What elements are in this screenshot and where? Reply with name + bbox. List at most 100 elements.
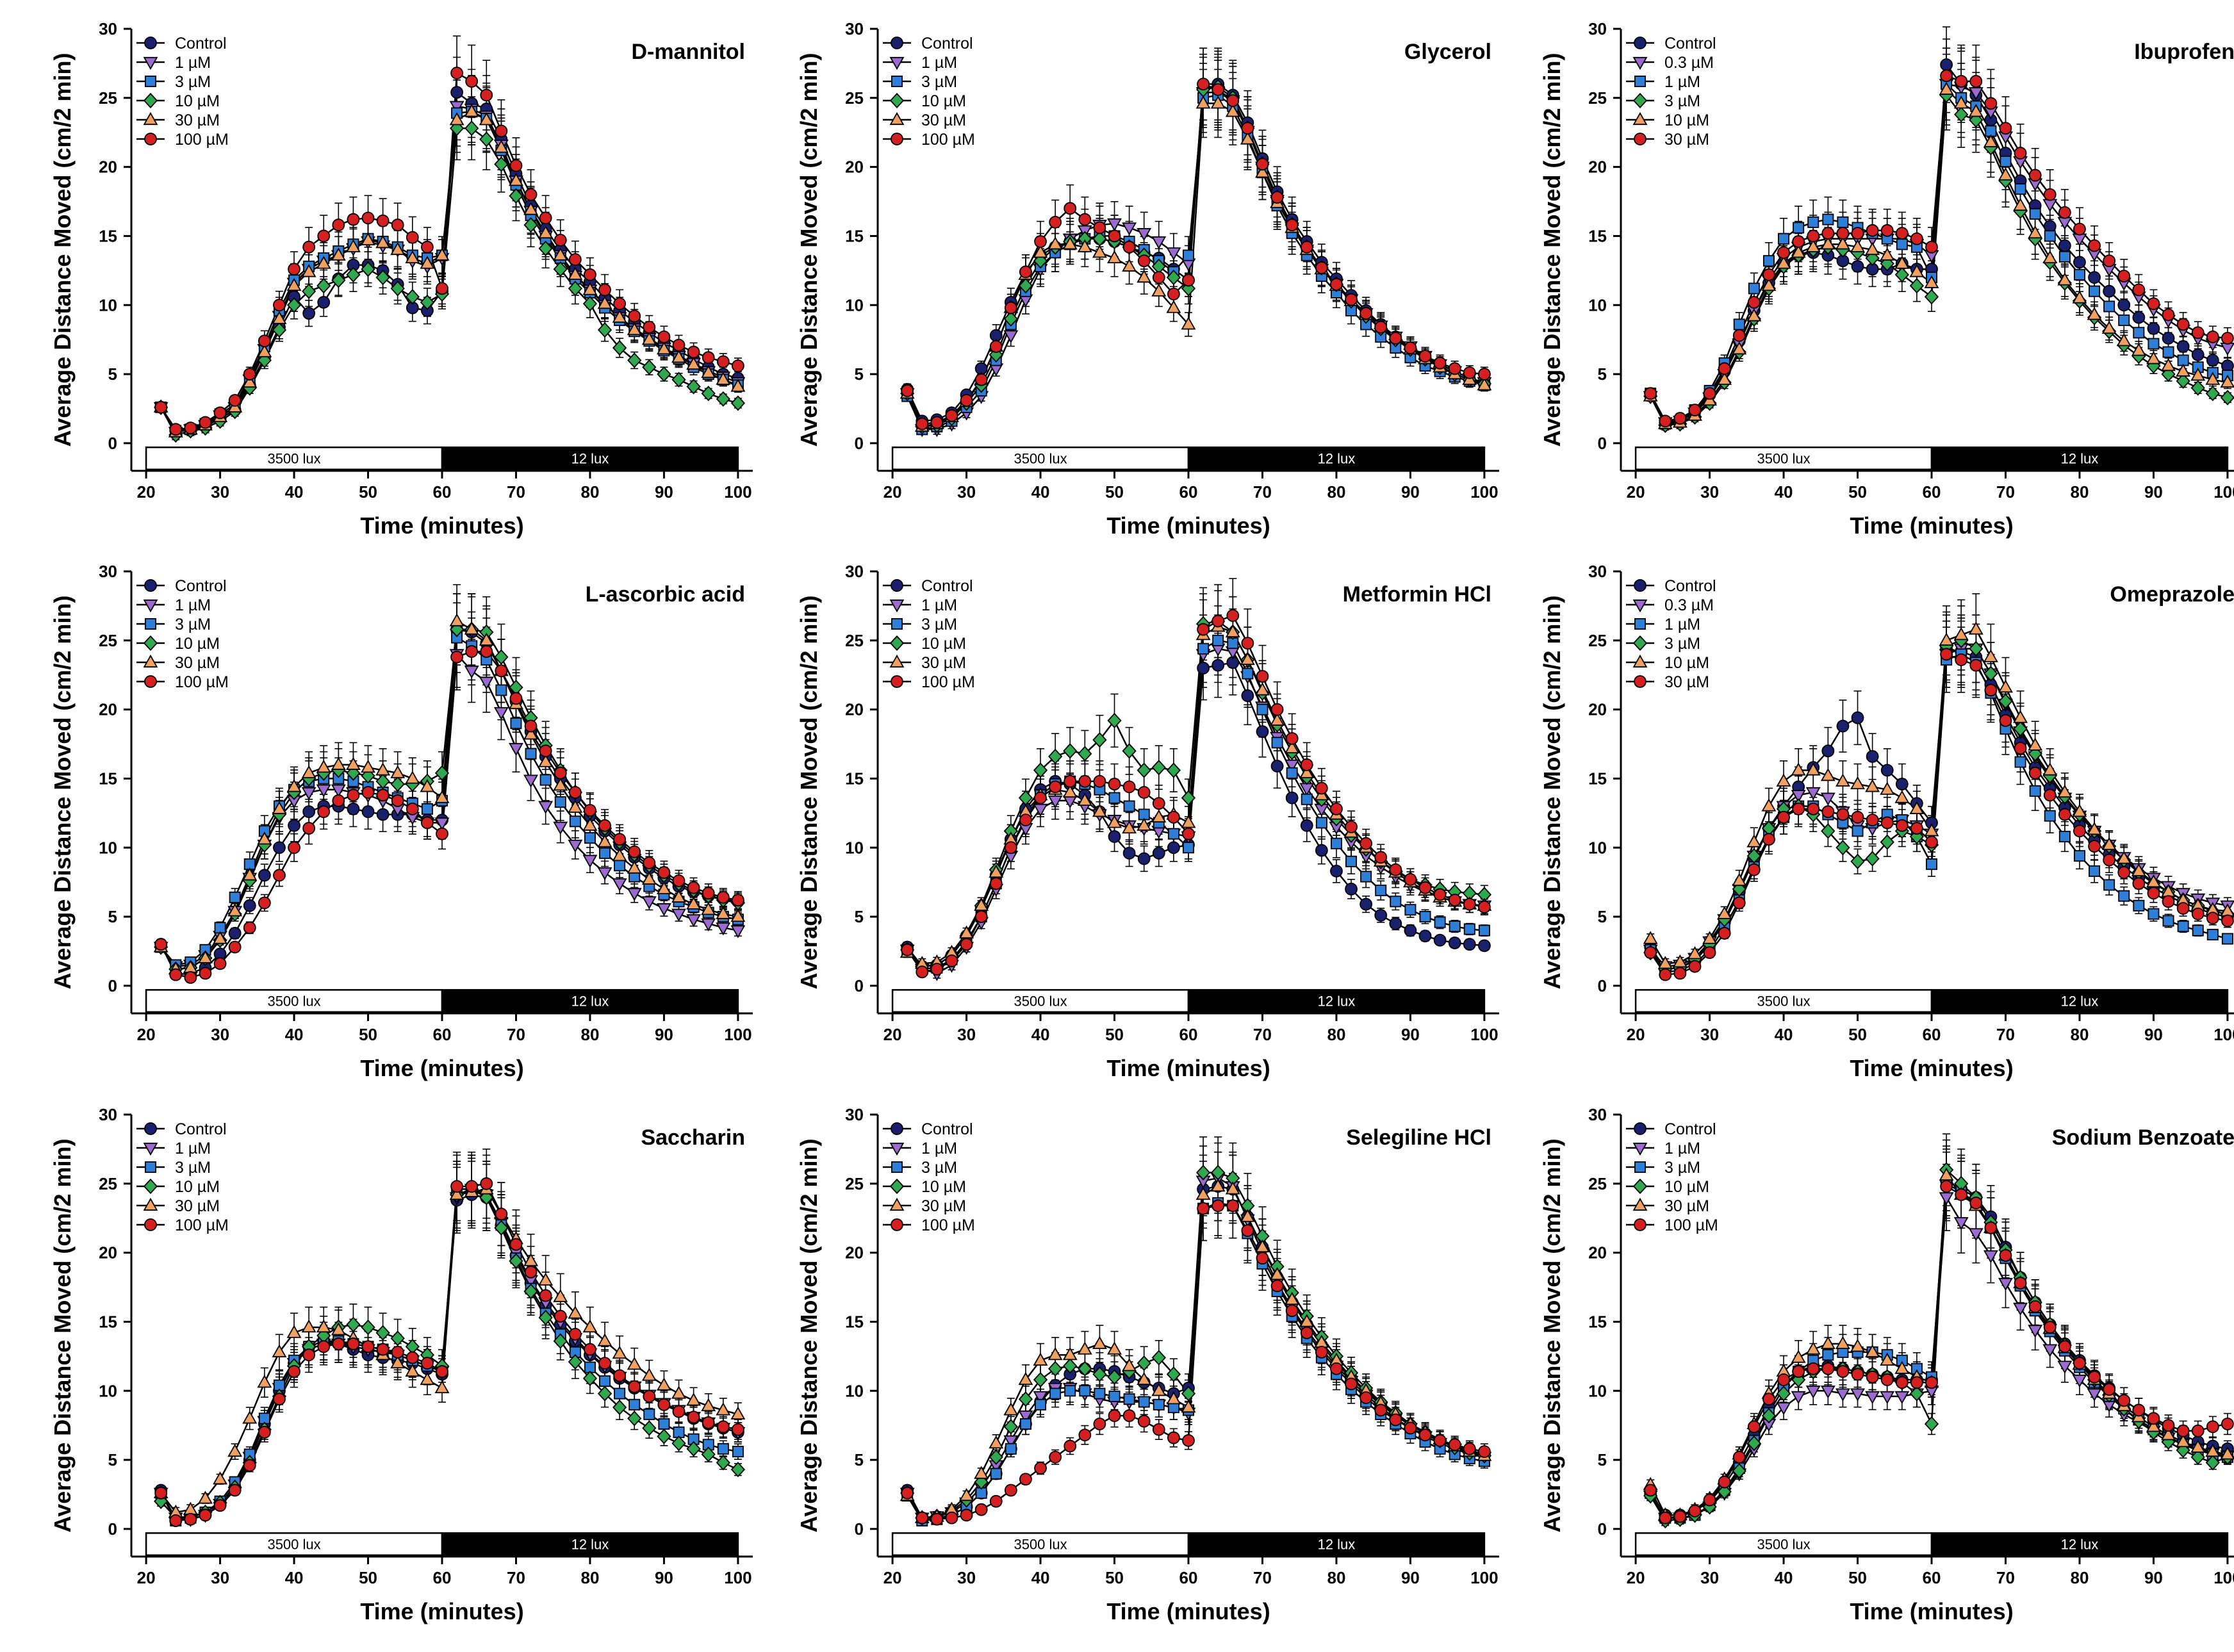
data-point — [1418, 350, 1432, 363]
data-point — [2162, 332, 2175, 345]
y-tick-label: 15 — [845, 769, 864, 788]
data-point — [2043, 188, 2057, 201]
data-point — [672, 338, 686, 352]
data-point — [154, 938, 168, 951]
legend-label: 3 µM — [1664, 92, 1700, 110]
data-point — [627, 322, 642, 336]
data-point — [1895, 227, 1909, 240]
data-point — [612, 878, 627, 892]
x-tick-label: 20 — [883, 1025, 902, 1044]
data-point — [1732, 341, 1747, 355]
data-point — [228, 940, 242, 954]
data-point — [1167, 841, 1180, 855]
x-axis-label: Time (minutes) — [1850, 512, 2013, 539]
data-point — [916, 417, 929, 430]
data-point — [2058, 239, 2071, 252]
data-point — [568, 786, 582, 799]
data-point — [1924, 289, 1939, 305]
legend-marker — [1632, 92, 1648, 109]
data-point — [1359, 897, 1373, 911]
data-point — [361, 786, 375, 799]
x-tick-label: 50 — [1105, 482, 1124, 502]
data-point — [2117, 299, 2131, 312]
data-point — [184, 421, 197, 435]
data-point — [464, 104, 479, 117]
data-point — [243, 921, 256, 935]
data-point — [1064, 202, 1077, 215]
data-point — [257, 352, 272, 368]
data-point — [1241, 689, 1254, 702]
data-point — [361, 261, 375, 277]
data-point — [302, 307, 316, 320]
data-point — [569, 815, 581, 828]
data-point — [302, 805, 316, 819]
data-point — [510, 717, 522, 730]
data-point — [1880, 224, 1894, 237]
x-tick-label: 70 — [1996, 482, 2015, 502]
data-point — [273, 869, 286, 882]
data-point — [405, 289, 420, 305]
data-point — [554, 796, 566, 808]
y-tick-label: 20 — [845, 158, 864, 177]
data-point — [584, 832, 596, 844]
y-tick-label: 30 — [845, 562, 864, 581]
data-point — [1389, 917, 1402, 930]
data-point — [301, 765, 316, 778]
data-point — [2028, 168, 2042, 182]
data-point — [524, 719, 538, 733]
data-point — [671, 889, 686, 903]
series-line — [1650, 62, 2228, 423]
data-point — [641, 871, 657, 885]
data-point — [554, 234, 567, 247]
data-point — [286, 277, 302, 291]
data-point — [2191, 348, 2205, 361]
x-tick-label: 100 — [1470, 1025, 1498, 1044]
x-tick-label: 70 — [1253, 1025, 1272, 1044]
data-point — [2057, 272, 2073, 286]
data-point — [376, 214, 390, 227]
light-phase-bar — [1634, 446, 1933, 471]
data-point — [434, 817, 450, 831]
y-tick-label: 10 — [99, 838, 117, 857]
data-point — [656, 903, 671, 917]
data-point — [1271, 737, 1283, 749]
data-point — [258, 334, 271, 348]
data-point — [288, 841, 300, 855]
data-point — [671, 908, 686, 922]
data-point — [2028, 225, 2043, 239]
data-point — [1449, 920, 1461, 933]
data-point — [1968, 87, 1983, 101]
legend-label: 100 µM — [175, 131, 229, 149]
data-point — [1703, 387, 1716, 400]
data-point — [687, 345, 700, 359]
x-tick-label: 80 — [1327, 482, 1345, 502]
x-tick-label: 100 — [2213, 482, 2234, 502]
data-point — [199, 416, 212, 429]
data-point — [375, 269, 390, 286]
data-point — [716, 906, 731, 919]
series-line — [1650, 82, 2228, 425]
data-point — [2220, 342, 2234, 356]
data-point — [464, 621, 479, 635]
data-point — [480, 645, 493, 658]
x-tick-label: 80 — [1327, 1025, 1345, 1044]
data-point — [1865, 241, 1880, 256]
data-point — [421, 803, 433, 815]
legend-label: Control — [1664, 35, 1716, 53]
data-point — [1448, 362, 1461, 375]
data-point — [375, 773, 390, 789]
legend-label: 3 µM — [175, 616, 211, 634]
data-point — [1151, 283, 1167, 297]
data-point — [2089, 285, 2101, 297]
data-point — [1212, 634, 1224, 646]
series-line — [907, 625, 1485, 965]
data-point — [421, 816, 434, 830]
data-point — [686, 356, 702, 370]
data-point — [1448, 936, 1461, 949]
data-point — [317, 296, 331, 309]
data-point — [2044, 230, 2056, 242]
data-point — [479, 632, 494, 646]
data-point — [1167, 288, 1180, 300]
data-point — [2221, 332, 2234, 345]
data-point — [301, 787, 316, 801]
